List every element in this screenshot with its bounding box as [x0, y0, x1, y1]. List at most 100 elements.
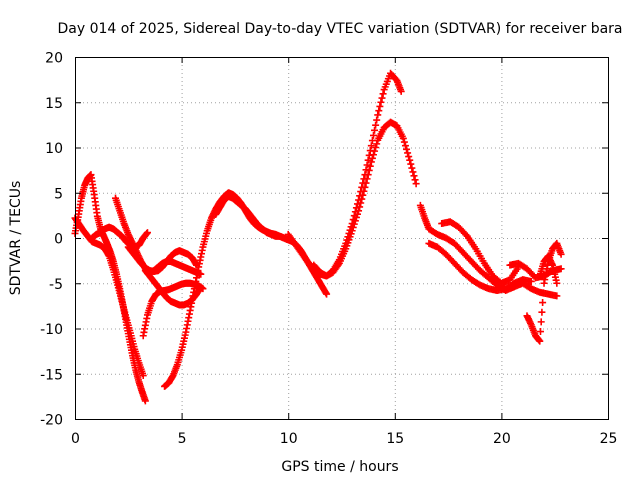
data-point: [557, 265, 565, 273]
data-point: [407, 160, 415, 168]
y-tick-label: -10: [40, 322, 63, 338]
data-point: [143, 229, 151, 237]
x-tick-label: 5: [178, 431, 187, 447]
y-tick-label: -20: [40, 413, 63, 429]
data-point: [365, 166, 373, 174]
data-point: [409, 168, 417, 176]
data-point: [378, 94, 386, 102]
data-point: [141, 397, 149, 405]
data-point: [401, 142, 409, 150]
data-point: [553, 292, 561, 300]
series-arc-17: [536, 252, 561, 287]
x-tick-label: 15: [386, 431, 404, 447]
data-point: [363, 175, 371, 183]
data-point: [139, 372, 147, 380]
y-tick-label: 10: [45, 141, 63, 157]
x-axis-label: GPS time / hours: [281, 459, 398, 475]
data-point: [553, 279, 561, 287]
data-point: [352, 213, 360, 221]
data-point: [360, 187, 368, 195]
data-point: [404, 149, 412, 157]
data-point: [397, 87, 405, 95]
y-axis-label: SDTVAR / TECUs: [8, 181, 24, 296]
data-point: [403, 145, 411, 153]
data-point: [363, 161, 371, 169]
data-point: [364, 171, 372, 179]
data-point: [353, 210, 361, 218]
data-point: [372, 121, 380, 129]
data-point: [355, 207, 363, 215]
data-point: [362, 179, 370, 187]
data-point: [406, 156, 414, 164]
series-arc-01: [71, 171, 149, 405]
data-point: [405, 153, 413, 161]
data-point: [537, 318, 545, 326]
data-point: [373, 140, 381, 148]
data-point: [375, 107, 383, 115]
data-points: [71, 69, 565, 405]
data-point: [358, 195, 366, 203]
data-point: [349, 223, 357, 231]
series-arc-02: [71, 214, 147, 380]
series-arc-08: [161, 189, 292, 390]
data-point: [368, 154, 376, 162]
data-point: [367, 158, 375, 166]
data-point: [323, 290, 331, 298]
data-point: [351, 217, 359, 225]
series-arc-14: [438, 218, 522, 287]
data-point: [350, 220, 358, 228]
series-arc-09: [212, 192, 331, 298]
data-point: [369, 131, 377, 139]
chart-title: Day 014 of 2025, Sidereal Day-to-day VTE…: [57, 21, 622, 37]
data-point: [538, 308, 546, 316]
data-point: [376, 102, 384, 110]
data-point: [462, 231, 470, 239]
data-point: [334, 261, 342, 269]
data-point: [527, 277, 535, 285]
axis-ticks: 0 5 10 15 20 25 -20 -15 -10 -5 0 5 10 15 20: [40, 51, 617, 448]
data-point: [379, 90, 387, 98]
data-point: [369, 151, 377, 159]
data-point: [412, 180, 420, 188]
series-arc-11: [310, 118, 420, 280]
y-tick-label: 20: [45, 51, 63, 67]
y-tick-label: -5: [49, 277, 63, 293]
y-tick-label: 0: [54, 232, 63, 248]
data-point: [557, 250, 565, 258]
data-point: [374, 111, 382, 119]
data-point: [410, 172, 418, 180]
grid: [75, 57, 608, 419]
y-tick-label: 5: [54, 186, 63, 202]
data-point: [408, 164, 416, 172]
series-arc-04: [112, 194, 205, 278]
x-tick-label: 20: [493, 431, 511, 447]
y-tick-label: 15: [45, 96, 63, 112]
data-point: [197, 283, 205, 291]
data-point: [400, 138, 408, 146]
data-point: [411, 176, 419, 184]
data-point: [367, 142, 375, 150]
x-tick-label: 25: [600, 431, 618, 447]
data-point: [366, 162, 374, 170]
data-point: [348, 227, 356, 235]
data-point: [536, 328, 544, 336]
y-tick-label: -15: [40, 367, 63, 383]
data-point: [536, 337, 544, 345]
series-arc-16: [523, 239, 565, 345]
data-point: [373, 116, 381, 124]
data-point: [399, 134, 407, 142]
x-tick-label: 0: [71, 431, 80, 447]
data-point: [371, 147, 379, 155]
data-point: [377, 98, 385, 106]
data-point: [359, 191, 367, 199]
series-arc-13: [425, 239, 535, 294]
data-point: [357, 199, 365, 207]
data-point: [539, 299, 547, 307]
data-point: [539, 289, 547, 297]
data-point: [372, 144, 380, 151]
data-point: [356, 203, 364, 211]
data-point: [361, 183, 369, 191]
x-tick-label: 10: [280, 431, 298, 447]
data-point: [371, 126, 379, 134]
